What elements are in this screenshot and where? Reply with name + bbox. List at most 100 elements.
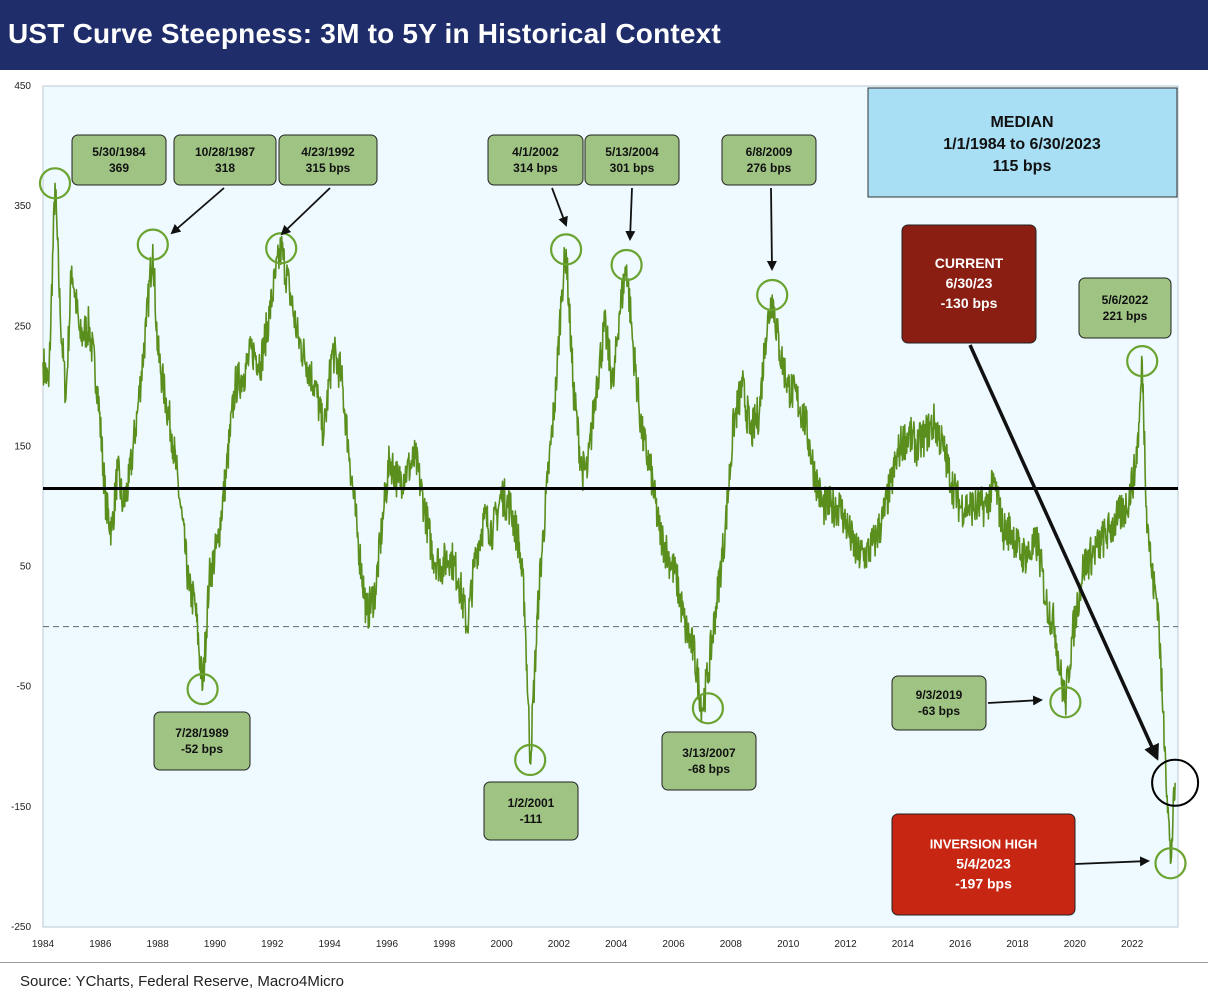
x-tick-label: 1988 (147, 939, 170, 950)
x-tick-label: 2016 (949, 939, 972, 950)
x-tick-label: 1994 (318, 939, 341, 950)
x-tick-label: 1990 (204, 939, 227, 950)
annotation-arrow (551, 187, 568, 227)
annotation-arrow (280, 187, 331, 236)
x-tick-label: 2002 (548, 939, 571, 950)
annotation-box (71, 134, 167, 186)
annotation-box (584, 134, 680, 186)
y-axis: 450 350 250 150 50 -50 -150 -250 (11, 81, 31, 933)
y-tick-label: 350 (14, 201, 31, 212)
annotation-text: -52 bps (181, 742, 223, 756)
annotation-box (891, 813, 1076, 916)
annotation-text: 9/3/2019 (916, 688, 963, 702)
x-tick-label: 2006 (662, 939, 685, 950)
annotation-text: 7/28/1989 (175, 726, 229, 740)
annotation-marker (136, 228, 169, 261)
annotation-box (173, 134, 277, 186)
median-box: MEDIAN 1/1/1984 to 6/30/2023 115 bps (867, 87, 1178, 198)
annotation-arrow (625, 187, 636, 241)
annotation-text: 4/23/1992 (301, 145, 355, 159)
x-tick-label: 2020 (1064, 939, 1087, 950)
annotation-text: 3/13/2007 (682, 746, 736, 760)
x-tick-label: 2008 (720, 939, 743, 950)
annotation-arrow (968, 344, 1159, 761)
annotation-box (891, 675, 987, 731)
median-range: 1/1/1984 to 6/30/2023 (943, 136, 1101, 153)
median-title: MEDIAN (990, 114, 1053, 131)
annotation-text: 221 bps (1103, 309, 1148, 323)
annotation-box (721, 134, 817, 186)
title-bar: UST Curve Steepness: 3M to 5Y in Histori… (0, 0, 1208, 70)
annotation-box (901, 224, 1037, 344)
annotation-text: -197 bps (955, 876, 1012, 892)
x-axis: 1984 1986 1988 1990 1992 1994 1996 1998 2000 2002… (32, 939, 1144, 950)
x-tick-label: 2022 (1121, 939, 1144, 950)
x-tick-label: 1984 (32, 939, 55, 950)
annotation-text: -111 (520, 812, 543, 826)
y-tick-label: -150 (11, 802, 31, 813)
y-tick-label: -250 (11, 922, 31, 933)
annotation-marker (610, 248, 643, 282)
annotation-text: 10/28/1987 (195, 145, 255, 159)
annotation-text: 318 (215, 161, 235, 175)
annotation-text: 369 (109, 161, 129, 175)
annotation-marker (691, 692, 725, 725)
annotation-box (153, 711, 251, 771)
x-tick-label: 2010 (777, 939, 800, 950)
annotation-box (1078, 277, 1172, 339)
annotation-text: 315 bps (306, 161, 351, 175)
annotation-box (483, 781, 579, 841)
annotation-text: 276 bps (747, 161, 792, 175)
annotation-marker (38, 167, 72, 200)
source-text: Source: YCharts, Federal Reserve, Macro4… (20, 973, 345, 990)
annotation-text: INVERSION HIGH (930, 837, 1038, 852)
annotation-text: 5/13/2004 (605, 145, 659, 159)
annotation-text: 5/6/2022 (1102, 293, 1149, 307)
annotation-text: -68 bps (688, 762, 730, 776)
annotation-box (278, 134, 378, 186)
annotation-text: 4/1/2002 (512, 145, 559, 159)
annotation-text: -63 bps (918, 704, 960, 718)
annotation-marker (1126, 345, 1159, 378)
x-tick-label: 1986 (89, 939, 112, 950)
annotation-box (661, 731, 757, 791)
x-tick-label: 1998 (433, 939, 456, 950)
annotation-text: 5/4/2023 (956, 856, 1011, 872)
annotation-marker (756, 278, 789, 312)
annotation-text: -130 bps (941, 295, 998, 311)
x-tick-label: 1996 (376, 939, 399, 950)
x-tick-label: 1992 (261, 939, 284, 950)
y-tick-label: 50 (20, 562, 32, 573)
annotation-box (487, 134, 584, 186)
annotation-text: 301 bps (610, 161, 655, 175)
annotation-text: CURRENT (935, 255, 1004, 271)
x-tick-label: 2000 (490, 939, 513, 950)
annotation-marker (1049, 686, 1082, 719)
annotation-text: 314 bps (513, 161, 558, 175)
series-line (42, 182, 1176, 865)
annotation-arrow (987, 695, 1043, 706)
annotation-text: 6/8/2009 (746, 145, 793, 159)
annotation-arrow (170, 187, 225, 235)
plot-area (42, 85, 1179, 928)
annotation-text: 6/30/23 (946, 275, 993, 291)
chart-title: UST Curve Steepness: 3M to 5Y in Histori… (8, 18, 721, 49)
annotation-arrow (1074, 856, 1150, 867)
y-tick-label: 450 (14, 81, 31, 92)
annotation-text: 5/30/1984 (92, 145, 146, 159)
x-tick-label: 2004 (605, 939, 628, 950)
x-tick-label: 2018 (1006, 939, 1029, 950)
y-tick-label: 150 (14, 441, 31, 452)
annotations: 5/30/1984 369 10/28/1987 318 4/23/1992 315 bp… (38, 134, 1200, 916)
median-value: 115 bps (993, 158, 1052, 175)
annotation-marker (186, 672, 219, 706)
annotation-marker (1154, 847, 1187, 880)
y-tick-label: 250 (14, 321, 31, 332)
y-tick-label: -50 (17, 682, 32, 693)
annotation-marker (549, 233, 583, 266)
annotation-text: 1/2/2001 (508, 796, 555, 810)
annotation-marker (1151, 758, 1200, 807)
footer: Source: YCharts, Federal Reserve, Macro4… (0, 962, 1208, 1001)
annotation-marker (514, 743, 547, 777)
